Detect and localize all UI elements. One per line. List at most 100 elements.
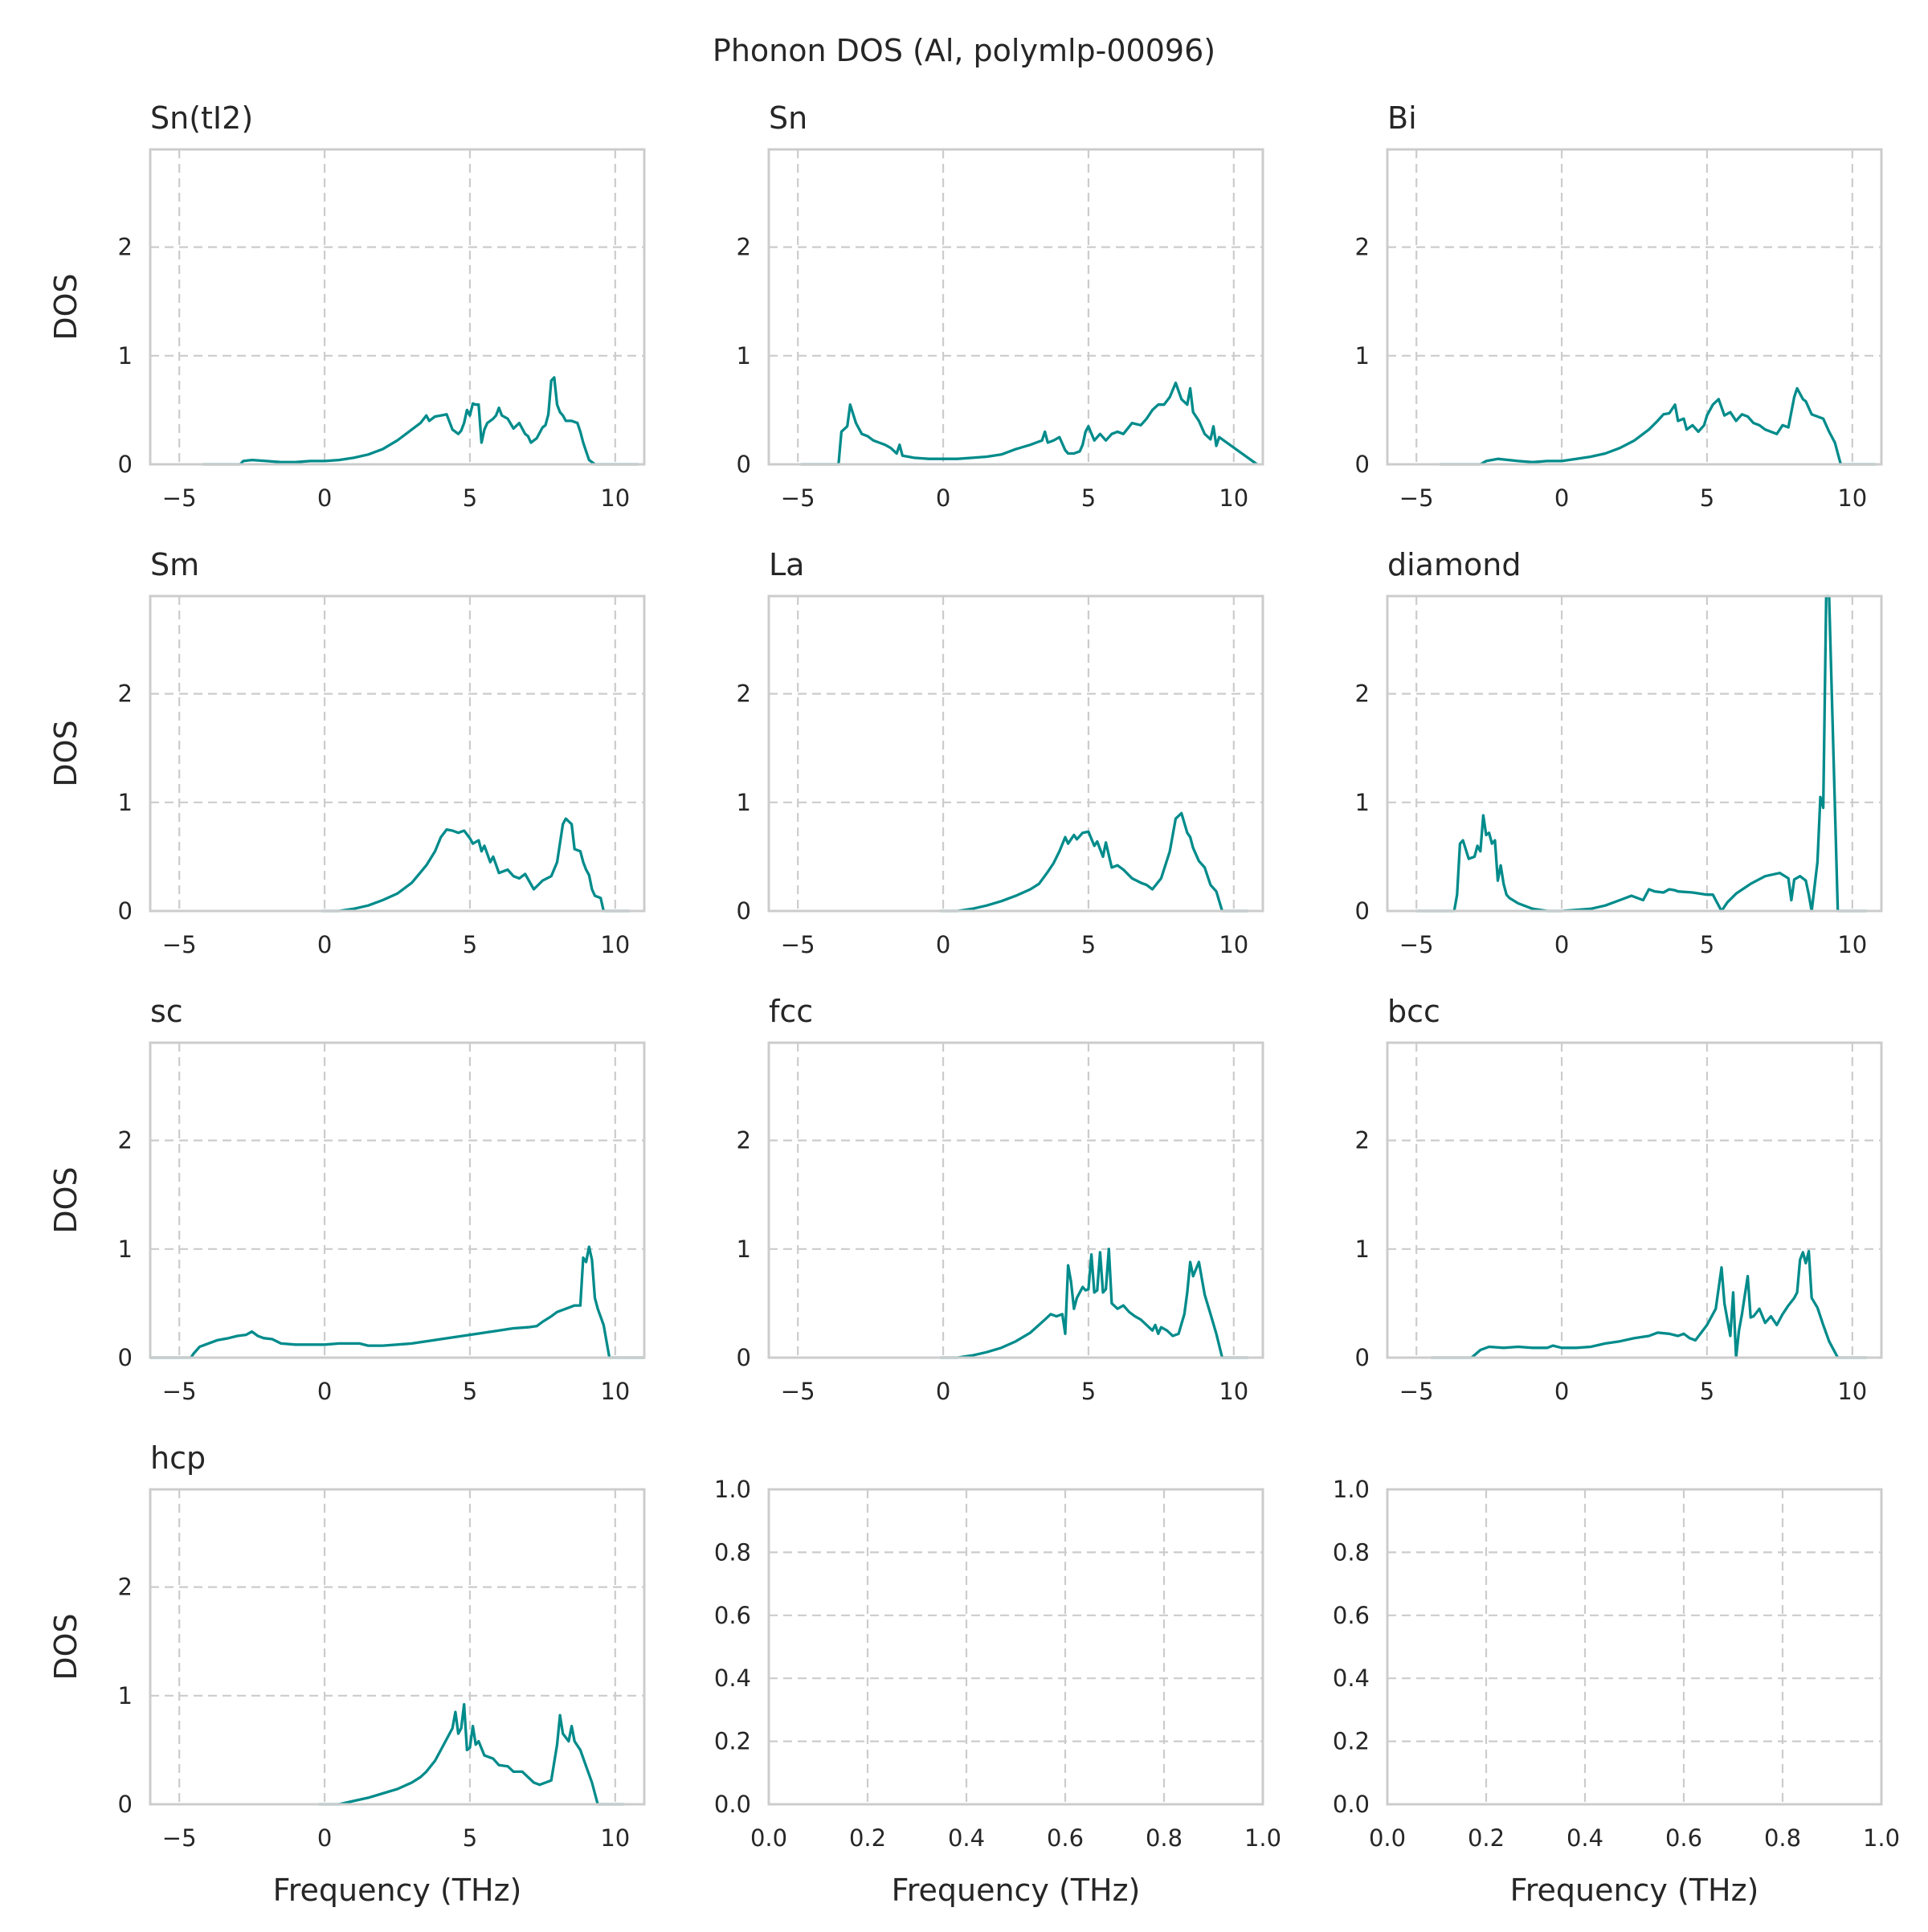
subplot-title: Bi: [1387, 100, 1417, 136]
y-tick-label: 0.0: [1333, 1791, 1370, 1818]
subplot-diamond: −5 0 5 10 0 1 2 diamond: [1355, 547, 1883, 958]
subplot-sn-ti2: −5 0 5 10 0 1 2 Sn(tI2) DOS: [48, 100, 646, 512]
subplot-fcc: −5 0 5 10 0 1 2 fcc: [737, 994, 1264, 1405]
y-tick-label: 1: [1355, 1236, 1370, 1263]
x-tick-label: 5: [1700, 1378, 1714, 1405]
y-tick-label: 1: [118, 1682, 133, 1709]
x-tick-label: −5: [781, 1378, 815, 1405]
x-tick-label: 5: [1081, 1378, 1096, 1405]
axes-frame: [1386, 1488, 1883, 1806]
y-tick-label: 2: [118, 1574, 133, 1601]
y-tick-label: 0: [737, 451, 751, 478]
dos-curve: [202, 376, 639, 466]
subplot-title: bcc: [1387, 994, 1440, 1029]
y-tick-label: 0: [737, 897, 751, 925]
y-tick-label: 0.6: [714, 1602, 751, 1629]
x-tick-label: 10: [1219, 1378, 1248, 1405]
y-tick-label: 0.4: [1333, 1664, 1370, 1692]
dos-curve: [150, 1245, 644, 1359]
y-tick-label: 2: [737, 1127, 751, 1154]
y-tick-label: 0.0: [714, 1791, 751, 1818]
y-tick-label: 0.6: [1333, 1602, 1370, 1629]
x-tick-label: 10: [1837, 484, 1867, 512]
x-tick-label: 0: [317, 931, 332, 958]
x-tick-label: 5: [1081, 484, 1096, 512]
y-tick-label: 1: [737, 342, 751, 370]
x-tick-label: 0: [936, 1378, 950, 1405]
x-tick-label: 10: [600, 484, 630, 512]
x-tick-label: 0.4: [948, 1824, 985, 1852]
subplot-title: La: [769, 547, 804, 582]
dos-curve: [321, 817, 630, 913]
subplot-title: fcc: [769, 994, 813, 1029]
x-tick-label: −5: [781, 484, 815, 512]
y-tick-label: 2: [1355, 680, 1370, 708]
x-tick-label: 0: [317, 1824, 332, 1852]
y-tick-label: 0.2: [714, 1728, 751, 1755]
y-tick-label: 1: [118, 342, 133, 370]
x-tick-label: −5: [162, 931, 197, 958]
y-tick-label: 1: [1355, 342, 1370, 370]
y-axis-label: DOS: [48, 720, 84, 786]
subplot-sc: −5 0 5 10 0 1 2 sc DOS: [48, 994, 646, 1405]
dos-curve: [940, 1248, 1248, 1359]
dos-curve: [318, 1702, 624, 1806]
axes-frame: [767, 594, 1264, 913]
x-axis-label: Frequency (THz): [273, 1873, 522, 1908]
y-tick-label: 1: [118, 789, 133, 816]
y-axis-label: DOS: [48, 1166, 84, 1233]
x-tick-label: 10: [600, 1378, 630, 1405]
x-tick-label: 0.6: [1665, 1824, 1702, 1852]
y-tick-label: 2: [737, 680, 751, 708]
axes-frame: [149, 1041, 646, 1359]
x-tick-label: 0.6: [1047, 1824, 1084, 1852]
axes-frame: [767, 1488, 1264, 1806]
x-tick-label: 10: [600, 1824, 630, 1852]
x-tick-label: 0.8: [1146, 1824, 1183, 1852]
y-tick-label: 2: [118, 1127, 133, 1154]
x-tick-label: 0.2: [849, 1824, 886, 1852]
x-tick-label: −5: [1399, 1378, 1434, 1405]
x-tick-label: 1.0: [1863, 1824, 1900, 1852]
y-tick-label: 2: [1355, 234, 1370, 261]
x-tick-label: 0: [1554, 931, 1569, 958]
y-tick-label: 1.0: [1333, 1476, 1370, 1503]
y-tick-label: 0.8: [1333, 1538, 1370, 1566]
x-tick-label: 0: [1554, 484, 1569, 512]
x-tick-label: 10: [1219, 484, 1248, 512]
y-tick-label: 2: [737, 234, 751, 261]
x-tick-label: −5: [781, 931, 815, 958]
x-tick-label: 10: [1837, 931, 1867, 958]
x-tick-label: −5: [1399, 931, 1434, 958]
x-tick-label: 10: [1219, 931, 1248, 958]
axes-frame: [767, 148, 1264, 466]
subplot-title: hcp: [150, 1440, 206, 1476]
y-tick-label: 1: [118, 1236, 133, 1263]
subplot-sm: −5 0 5 10 0 1 2 Sm DOS: [48, 547, 646, 958]
axes-frame: [149, 594, 646, 913]
subplot-sn: −5 0 5 10 0 1 2 Sn: [737, 100, 1264, 512]
x-tick-label: 0: [936, 931, 950, 958]
subplot-empty-11: 0.0 0.2 0.4 0.6 0.8 1.0 0.0 0.2 0.4 0.6 0.8 1.0 Freq…: [1333, 1476, 1900, 1908]
x-tick-label: 5: [463, 484, 477, 512]
axes-frame: [1386, 594, 1883, 913]
x-tick-label: 5: [1700, 484, 1714, 512]
axes-frame: [1386, 148, 1883, 466]
subplot-bcc: −5 0 5 10 0 1 2 bcc: [1355, 994, 1883, 1405]
x-tick-label: 0.0: [1369, 1824, 1406, 1852]
x-axis-label: Frequency (THz): [892, 1873, 1141, 1908]
x-tick-label: 10: [600, 931, 630, 958]
y-tick-label: 0.2: [1333, 1728, 1370, 1755]
y-tick-label: 0: [1355, 451, 1370, 478]
subplot-title: sc: [150, 994, 183, 1029]
x-axis-label: Frequency (THz): [1510, 1873, 1759, 1908]
axes-frame: [767, 1041, 1264, 1359]
x-tick-label: 1.0: [1244, 1824, 1281, 1852]
y-tick-label: 1: [737, 789, 751, 816]
subplot-la: −5 0 5 10 0 1 2 La: [737, 547, 1264, 958]
subplot-empty-10: 0.0 0.2 0.4 0.6 0.8 1.0 0.0 0.2 0.4 0.6 0.8 1.0 Freq…: [714, 1476, 1281, 1908]
x-tick-label: 0.4: [1566, 1824, 1603, 1852]
x-tick-label: 0: [317, 484, 332, 512]
subplot-title: diamond: [1387, 547, 1521, 582]
y-tick-label: 0: [118, 1344, 133, 1371]
